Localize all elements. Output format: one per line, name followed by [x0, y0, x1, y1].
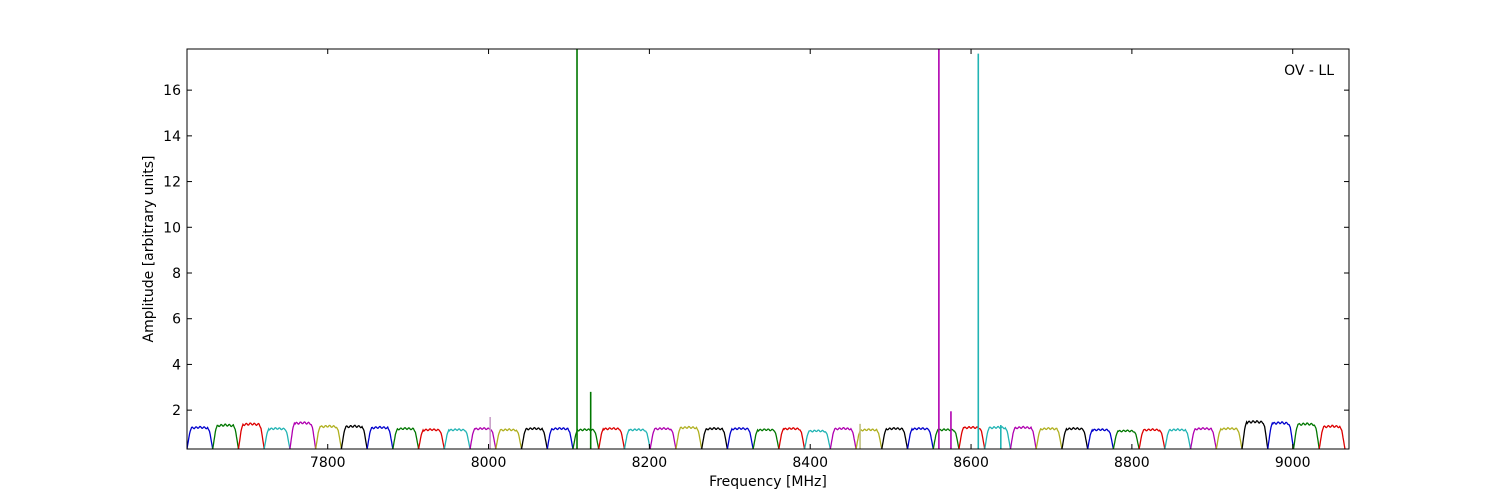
- band-channel-23: [778, 427, 806, 449]
- band-channel-19: [675, 425, 703, 449]
- x-tick-label: 8600: [953, 455, 989, 471]
- y-tick-label: 4: [172, 357, 181, 373]
- x-tick-label: 7800: [310, 455, 346, 471]
- y-tick-label: 10: [163, 220, 181, 236]
- band-channel-2: [237, 422, 265, 449]
- band-channel-30: [958, 425, 986, 449]
- band-channel-8: [392, 426, 420, 449]
- band-channel-17: [623, 428, 651, 449]
- band-channel-33: [1035, 426, 1063, 449]
- tick-layer: 7800 8000 8200 8400 8600 8800 9000 2 4 6 8 10 12 14 16: [163, 49, 1349, 471]
- band-channel-31: [984, 425, 1012, 449]
- band-channel-42: [1267, 421, 1295, 449]
- x-tick-label: 8000: [471, 455, 507, 471]
- band-channel-12: [495, 428, 523, 449]
- y-tick-label: 8: [172, 266, 181, 282]
- band-channel-44: [1318, 424, 1346, 449]
- y-tick-label: 14: [163, 129, 181, 145]
- band-channel-37: [1138, 428, 1166, 449]
- band-channel-4: [289, 421, 317, 449]
- band-channel-35: [1087, 428, 1115, 449]
- band-channel-18: [649, 426, 677, 449]
- plot-frame: [186, 48, 1350, 450]
- y-tick-label: 2: [172, 403, 181, 419]
- band-channel-10: [443, 428, 471, 449]
- y-tick-label: 16: [163, 83, 181, 99]
- band-channel-22: [752, 428, 780, 449]
- band-channel-24: [803, 429, 831, 449]
- x-axis-label: Frequency [MHz]: [709, 474, 827, 490]
- band-channel-32: [1009, 425, 1037, 449]
- chart-annotation: OV - LL: [1284, 63, 1334, 79]
- band-channel-14: [546, 426, 574, 449]
- band-channel-41: [1241, 420, 1269, 449]
- band-channel-3: [263, 427, 291, 449]
- band-channel-13: [520, 426, 548, 449]
- band-channel-5: [315, 424, 343, 449]
- band-channel-28: [906, 427, 934, 449]
- band-channel-11: [469, 426, 497, 449]
- band-channel-7: [366, 425, 394, 449]
- band-channel-43: [1292, 422, 1320, 449]
- band-channel-6: [340, 424, 368, 449]
- band-channel-39: [1189, 426, 1217, 449]
- x-tick-label: 8800: [1114, 455, 1150, 471]
- band-channel-20: [701, 427, 729, 449]
- y-tick-label: 6: [172, 312, 181, 328]
- band-channel-16: [598, 427, 626, 449]
- band-channel-29: [932, 428, 960, 449]
- band-channel-36: [1112, 429, 1140, 449]
- band-channel-21: [726, 426, 754, 449]
- band-channel-38: [1164, 428, 1192, 449]
- y-axis-label: Amplitude [arbitrary units]: [141, 156, 157, 343]
- band-channel-0: [187, 425, 214, 449]
- band-channel-34: [1061, 426, 1089, 449]
- band-channel-9: [417, 428, 445, 449]
- x-tick-label: 8400: [792, 455, 828, 471]
- band-channel-27: [881, 427, 909, 449]
- x-tick-label: 9000: [1275, 455, 1311, 471]
- band-channel-1: [212, 423, 240, 449]
- band-channel-40: [1215, 426, 1243, 449]
- x-tick-label: 8200: [632, 455, 668, 471]
- series-layer: [187, 49, 1346, 449]
- band-channel-25: [829, 427, 857, 449]
- y-tick-label: 12: [163, 175, 181, 191]
